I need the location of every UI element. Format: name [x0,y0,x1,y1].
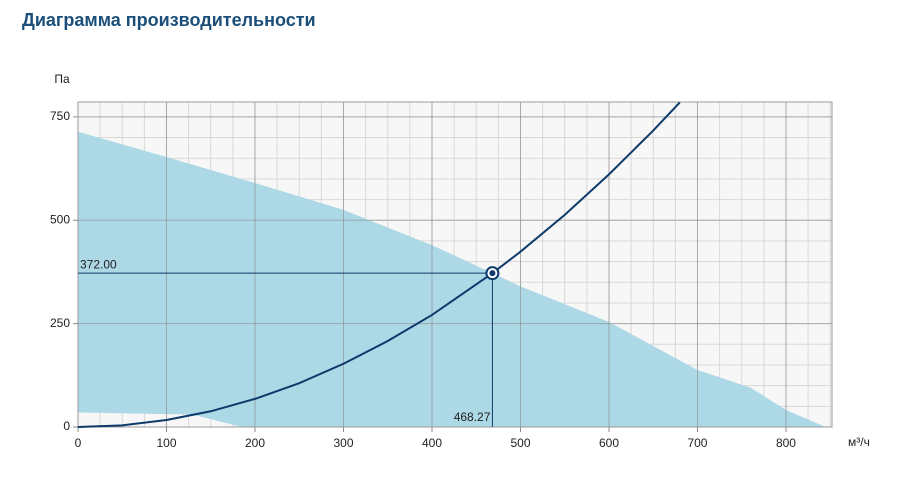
x-tick-label: 100 [156,436,176,450]
x-tick-label: 400 [422,436,442,450]
chart-title: Диаграмма производительности [22,10,316,30]
y-value-label: 372.00 [80,257,117,271]
y-tick-label: 500 [50,212,70,226]
y-tick-label: 750 [50,109,70,123]
x-tick-label: 500 [510,436,530,450]
x-tick-label: 200 [245,436,265,450]
operating-area [78,131,826,427]
operating-point-core [489,270,496,277]
system-curve [77,101,681,428]
y-tick-label: 0 [63,419,70,433]
plot-frame [77,101,833,428]
y-axis-label: Па [54,72,70,86]
x-tick-label: 0 [75,436,82,450]
x-tick-label: 600 [599,436,619,450]
x-value-label: 468.27 [454,410,491,424]
x-tick-label: 800 [776,436,796,450]
y-tick-label: 250 [50,316,70,330]
x-tick-label: 300 [333,436,353,450]
x-tick-label: 700 [687,436,707,450]
x-axis-label: м³/ч [848,435,870,449]
